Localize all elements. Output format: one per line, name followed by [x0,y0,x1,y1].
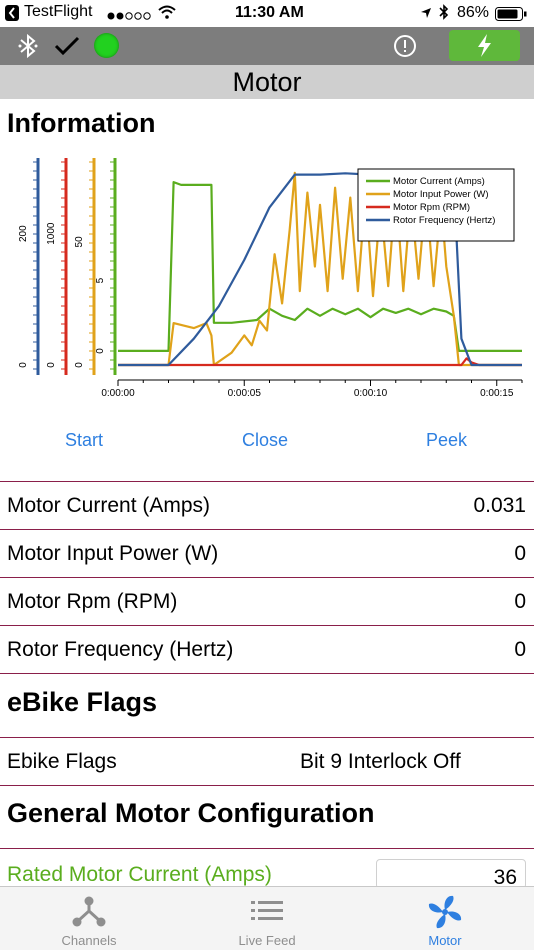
status-bar: TestFlight 11:30 AM 86% [0,0,534,27]
x-tick-label: 0:00:05 [228,388,262,399]
peek-button[interactable]: Peek [426,430,468,450]
close-button[interactable]: Close [242,430,289,450]
wifi-icon [158,5,176,24]
fan-icon [426,893,464,936]
y-tick-label: 1000 [46,222,57,245]
tab-label: Live Feed [238,933,296,948]
signal-dots-icon [107,8,151,26]
tab-bar: Channels Live Feed Motor [0,886,534,950]
battery-icon [495,7,527,26]
row-value: Bit 9 Interlock Off [300,750,461,773]
back-chevron-icon[interactable] [5,5,19,21]
y-tick-label: 0 [46,362,57,368]
row-value: 0 [514,542,526,565]
section-ebike-flags-title: eBike Flags [7,687,158,717]
y-tick-label: 200 [18,225,29,242]
battery-percent: 86% [457,4,490,21]
tab-channels[interactable]: Channels [0,887,178,951]
page-title: Motor [0,65,534,99]
x-tick-label: 0:00:10 [354,388,388,399]
power-button[interactable] [449,30,520,61]
y-tick-label: 0 [95,348,106,354]
series-line [118,181,522,352]
row-value: 0 [514,638,526,661]
y-tick-label: 0 [18,362,29,368]
section-general-config-title: General Motor Configuration [7,798,375,828]
lightning-icon [478,34,491,57]
list-icon [251,900,283,927]
legend-label: Rotor Frequency (Hertz) [393,215,495,226]
clock: 11:30 AM [235,4,304,21]
row-divider [0,673,534,674]
back-app-label[interactable]: TestFlight [24,3,93,20]
row-label: Ebike Flags [7,750,117,773]
legend-label: Motor Input Power (W) [393,189,489,200]
row-value: 0.031 [473,494,526,517]
channels-icon [72,895,106,932]
x-tick-label: 0:00:15 [480,388,514,399]
start-button[interactable]: Start [65,430,104,450]
checkmark-icon[interactable] [54,35,80,62]
row-label: Rotor Frequency (Hertz) [7,638,234,661]
bluetooth-status-icon [439,4,449,25]
row-motor-input-power: Motor Input Power (W) 0 [0,529,534,577]
section-information-title: Information [7,108,156,138]
row-motor-rpm: Motor Rpm (RPM) 0 [0,577,534,625]
legend-label: Motor Current (Amps) [393,176,485,187]
tab-live-feed[interactable]: Live Feed [178,887,356,951]
connection-indicator [94,33,119,58]
tab-label: Motor [428,933,462,948]
row-label: Motor Input Power (W) [7,542,219,565]
y-tick-label: 0 [74,362,85,368]
y-tick-label: 5 [95,277,106,283]
rated-current-label: Rated Motor Current (Amps) [7,863,272,886]
row-label: Motor Current (Amps) [7,494,211,517]
row-label: Motor Rpm (RPM) [7,590,178,613]
series-line [118,357,522,367]
x-tick-label: 0:00:00 [101,388,135,399]
row-motor-current: Motor Current (Amps) 0.031 [0,481,534,529]
y-tick-label: 50 [74,236,85,248]
alert-icon[interactable] [393,34,417,63]
top-toolbar [0,27,534,65]
chart-actions: Start Close Peek [0,430,534,456]
motor-chart: 0 200 0 1000 0 50 0 5 0:00:00 0:00:05 0:00:10 0:00:… [0,150,534,405]
tab-motor[interactable]: Motor [356,887,534,951]
row-ebike-flags: Ebike Flags Bit 9 Interlock Off [0,737,534,786]
legend-label: Motor Rpm (RPM) [393,202,470,213]
rated-current-input[interactable]: 36 [376,859,526,889]
row-rated-motor-current: Rated Motor Current (Amps) 36 [0,848,534,889]
row-rotor-frequency: Rotor Frequency (Hertz) 0 [0,625,534,673]
location-icon [420,6,432,24]
bluetooth-icon[interactable] [17,33,39,64]
tab-label: Channels [61,933,117,948]
row-value: 0 [514,590,526,613]
